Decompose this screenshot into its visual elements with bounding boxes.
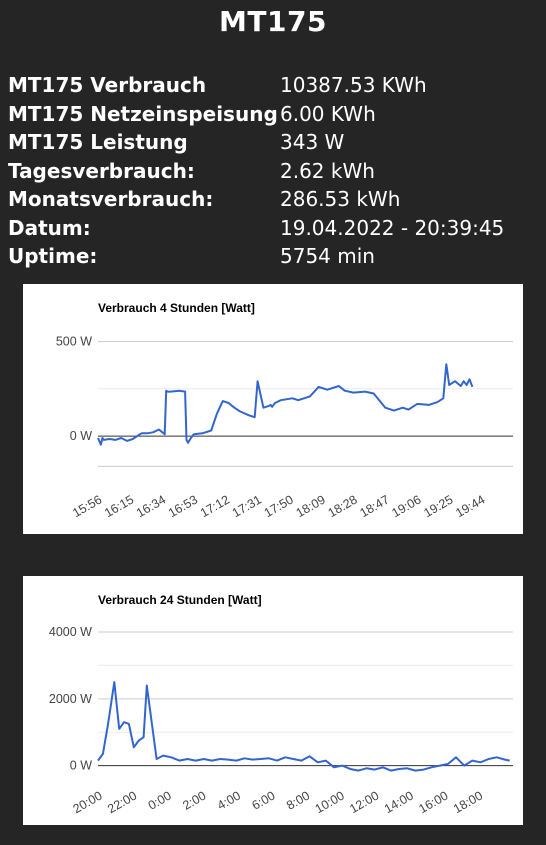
stat-value: 5754 min: [280, 244, 375, 269]
stat-row: Tagesverbrauch: 2.62 kWh: [8, 157, 504, 186]
stat-label: Uptime:: [8, 244, 98, 269]
stat-label: Monatsverbrauch:: [8, 187, 214, 212]
x-tick-label: 17:12: [198, 492, 232, 520]
x-tick-label: 0:00: [146, 788, 174, 812]
chart-4-hours: Verbrauch 4 Stunden [Watt] 0 W 500 W 15:56 1…: [23, 284, 523, 534]
stat-label: MT175 Netzeinspeisung: [8, 101, 278, 126]
x-tick-label: 2:00: [180, 788, 208, 812]
stat-row: MT175 Leistung 343 W: [8, 128, 504, 157]
stat-row: MT175 Verbrauch 10387.53 KWh: [8, 71, 504, 100]
stat-value: 19.04.2022 - 20:39:45: [280, 215, 505, 240]
stat-row: Monatsverbrauch: 286.53 kWh: [8, 185, 504, 214]
x-tick-label: 8:00: [284, 788, 312, 812]
y-tick-label: 0 W: [70, 759, 92, 773]
y-tick-label: 0 W: [70, 429, 92, 443]
stat-value: 2.62 kWh: [280, 158, 375, 183]
stat-label: MT175 Verbrauch: [8, 73, 207, 98]
x-tick-label: 18:09: [294, 492, 328, 520]
x-tick-label: 10:00: [313, 788, 347, 816]
x-tick-label: 14:00: [382, 788, 416, 816]
chart-title: Verbrauch 24 Stunden [Watt]: [98, 593, 262, 607]
stat-row: Datum: 19.04.2022 - 20:39:45: [8, 214, 504, 243]
series-line: [97, 363, 474, 446]
x-tick-label: 4:00: [215, 788, 243, 812]
x-tick-label: 16:53: [166, 492, 200, 520]
stat-value: 286.53 kWh: [280, 187, 401, 212]
stat-label: Tagesverbrauch:: [8, 158, 195, 183]
x-tick-label: 17:31: [230, 492, 264, 520]
chart-24-hours: Verbrauch 24 Stunden [Watt] 0 W 2000 W 4000…: [23, 576, 523, 825]
x-tick-label: 12:00: [347, 788, 381, 816]
chart-24-hours-svg: Verbrauch 24 Stunden [Watt] 0 W 2000 W 4000…: [49, 593, 513, 816]
stat-label: Datum:: [8, 215, 91, 240]
stat-value: 343 W: [280, 130, 345, 155]
series-line: [97, 681, 510, 772]
stats-table: MT175 Verbrauch 10387.53 KWh MT175 Netzein…: [8, 71, 504, 271]
stat-label: MT175 Leistung: [8, 130, 188, 155]
x-tick-label: 20:00: [71, 788, 105, 816]
x-tick-label: 6:00: [250, 788, 278, 812]
stat-row: MT175 Netzeinspeisung 6.00 KWh: [8, 100, 504, 129]
x-tick-label: 16:34: [134, 492, 168, 520]
x-tick-label: 18:47: [358, 492, 392, 520]
x-tick-label: 18:28: [326, 492, 360, 520]
page-title: MT175: [219, 5, 327, 38]
y-tick-label: 4000 W: [49, 625, 92, 639]
x-tick-label: 19:06: [389, 492, 423, 520]
x-tick-label: 15:56: [70, 492, 104, 520]
x-tick-label: 22:00: [105, 788, 139, 816]
x-tick-label: 19:25: [421, 492, 455, 520]
stat-row: Uptime: 5754 min: [8, 242, 504, 271]
x-tick-label: 16:15: [102, 492, 136, 520]
x-tick-label: 16:00: [416, 788, 450, 816]
stat-value: 10387.53 KWh: [280, 73, 427, 98]
y-tick-label: 500 W: [56, 334, 92, 348]
y-tick-label: 2000 W: [49, 692, 92, 706]
chart-title: Verbrauch 4 Stunden [Watt]: [98, 301, 255, 315]
x-tick-label: 17:50: [262, 492, 296, 520]
x-tick-label: 19:44: [453, 492, 487, 520]
x-tick-label: 18:00: [451, 788, 485, 816]
stat-value: 6.00 KWh: [280, 101, 376, 126]
